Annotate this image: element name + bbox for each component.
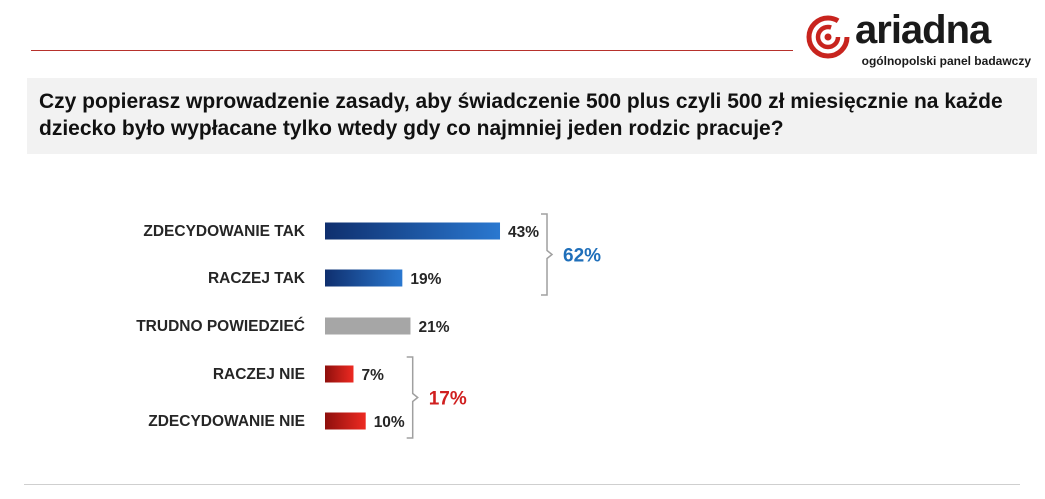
category-label: ZDECYDOWANIE NIE [148, 413, 305, 430]
value-label: 7% [361, 367, 384, 384]
question-banner: Czy popierasz wprowadzenie zasady, aby ś… [27, 78, 1037, 154]
group-bracket [541, 213, 554, 296]
spiral-logo-icon [806, 15, 850, 59]
footer-rule [24, 484, 1020, 485]
category-label: TRUDNO POWIEDZIEĆ [136, 317, 305, 335]
brand-name: ariadna [855, 8, 991, 52]
value-label: 43% [508, 224, 539, 241]
bar [325, 222, 501, 240]
question-text: Czy popierasz wprowadzenie zasady, aby ś… [39, 90, 1003, 140]
bar [325, 412, 366, 430]
ariadna-logo: ariadna ogólnopolski panel badawczy [805, 8, 1037, 70]
bar [325, 269, 403, 287]
category-label: ZDECYDOWANIE TAK [143, 223, 305, 240]
category-label: RACZEJ TAK [208, 270, 306, 287]
header-rule [31, 50, 793, 51]
group-total-label: 62% [563, 246, 601, 267]
group-bracket [406, 356, 419, 439]
group-total-label: 17% [429, 389, 467, 410]
bar [325, 365, 354, 383]
bar [325, 317, 411, 335]
brand-tagline: ogólnopolski panel badawczy [861, 54, 1031, 68]
value-label: 19% [410, 271, 441, 288]
value-label: 10% [374, 414, 405, 431]
category-label: RACZEJ NIE [213, 366, 305, 383]
value-label: 21% [418, 319, 449, 336]
